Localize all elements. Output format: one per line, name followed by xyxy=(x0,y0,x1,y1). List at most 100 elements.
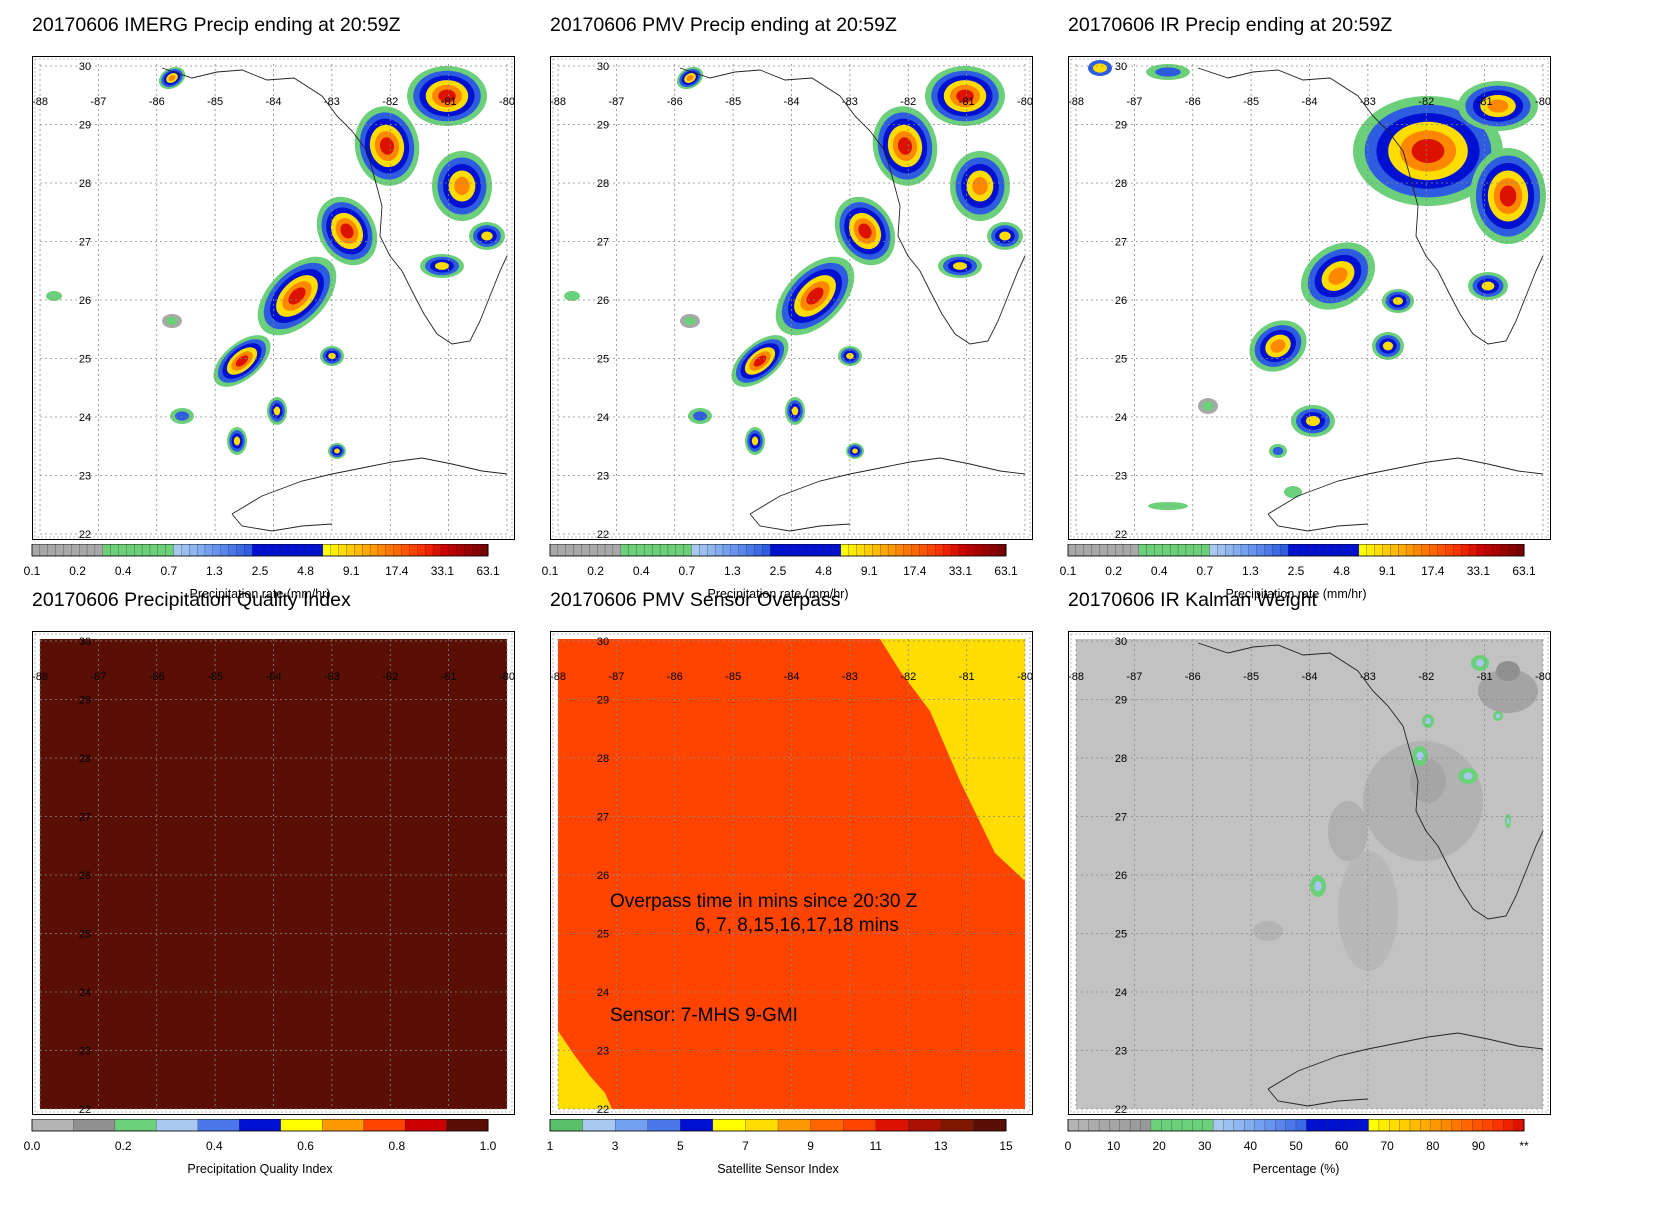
colorbar-swatch xyxy=(1306,1119,1318,1132)
colorbar-swatch xyxy=(1244,1119,1256,1132)
precip-band xyxy=(1249,320,1307,372)
colorbar-swatch xyxy=(1088,1119,1100,1132)
colorbar-label: 0.1 xyxy=(1059,564,1077,578)
lon-tick-label: -85 xyxy=(207,96,223,108)
colorbar-swatch xyxy=(848,544,858,557)
colorbar-swatch xyxy=(1350,544,1360,557)
colorbar-swatch xyxy=(446,1119,489,1132)
colorbar-swatch xyxy=(236,544,245,557)
precip-cell xyxy=(420,254,464,278)
colorbar-swatch xyxy=(1109,1119,1121,1132)
colorbar-swatch xyxy=(1326,1119,1339,1132)
colorbar-swatch xyxy=(754,544,763,557)
lon-tick-label: -81 xyxy=(441,671,457,683)
colorbar-swatch xyxy=(275,544,285,557)
colorbar-swatch xyxy=(239,1119,282,1132)
lat-tick-label: 26 xyxy=(79,295,91,307)
precip-cell xyxy=(1291,405,1335,437)
colorbar-swatch xyxy=(1513,1119,1525,1132)
colorbar-swatches xyxy=(1067,1119,1525,1132)
colorbar-swatch xyxy=(1515,544,1525,557)
colorbar-swatch xyxy=(966,544,976,557)
colorbar-swatch xyxy=(322,1119,365,1132)
colorbar-swatch xyxy=(557,544,567,557)
precip-cell xyxy=(328,443,346,459)
lon-tick-label: -84 xyxy=(784,96,800,108)
colorbar-swatch xyxy=(1078,1119,1090,1132)
lat-tick-label: 22 xyxy=(597,529,609,540)
colorbar-swatch xyxy=(549,1119,584,1132)
colorbar-swatch xyxy=(1374,544,1384,557)
map-svg: -88 -87 -86 -85 -84 -83 -82 -81 -80 30 29 28 27 26 25 2… xyxy=(550,631,1033,1115)
colorbar-swatch xyxy=(1098,1119,1111,1132)
lon-tick-label: -83 xyxy=(1360,96,1376,108)
colorbar-swatch xyxy=(997,544,1007,557)
colorbar-swatch xyxy=(919,544,928,557)
colorbar-label: 63.1 xyxy=(476,564,500,578)
lat-tick-label: 27 xyxy=(1115,812,1127,824)
coastline xyxy=(679,67,1026,532)
lat-tick-label: 25 xyxy=(79,929,91,941)
colorbar-swatch xyxy=(354,544,363,557)
colorbar-swatch xyxy=(1453,544,1462,557)
precip-cell xyxy=(162,314,182,328)
colorbar-swatch xyxy=(472,544,481,557)
colorbar-swatch xyxy=(1067,1119,1079,1132)
colorbar-swatch xyxy=(299,544,308,557)
colorbar-swatch xyxy=(581,544,590,557)
colorbar-swatch xyxy=(173,544,182,557)
colorbar-swatch xyxy=(1146,544,1156,557)
map-panel: 20170606 PMV Sensor Overpass -88 -87 -86 -85… xyxy=(547,589,1067,1189)
colorbar-label: 4.8 xyxy=(297,564,314,578)
lon-tick-label: -80 xyxy=(499,671,515,683)
colorbar-label: 5 xyxy=(676,1139,684,1153)
lat-tick-label: 29 xyxy=(597,120,609,132)
lat-tick-label: 23 xyxy=(79,471,91,483)
colorbar-swatch xyxy=(1201,544,1211,557)
colorbar-swatch xyxy=(369,544,379,557)
colorbar-swatch xyxy=(1272,544,1281,557)
lon-tick-label: -81 xyxy=(959,96,975,108)
colorbar-swatch xyxy=(1177,544,1187,557)
colorbar-swatch xyxy=(212,544,222,557)
precip-band xyxy=(1300,242,1376,310)
colorbar-swatch xyxy=(738,544,748,557)
precip-cell xyxy=(745,427,765,455)
lat-tick-label: 27 xyxy=(79,812,91,824)
colorbar-swatch xyxy=(809,544,818,557)
colorbar-label: 15 xyxy=(999,1139,1013,1153)
colorbar-swatch xyxy=(1264,544,1273,557)
colorbar-swatch xyxy=(903,544,913,557)
precip-cell xyxy=(688,408,712,424)
lat-tick-label: 28 xyxy=(597,178,609,190)
colorbar-swatch xyxy=(31,1119,75,1132)
colorbar-label: 0.2 xyxy=(69,564,86,578)
colorbar-label: 63.1 xyxy=(1512,564,1536,578)
colorbar-swatch xyxy=(1409,1119,1421,1132)
colorbar-swatch xyxy=(1202,1119,1214,1132)
map-panel: 20170606 Precipitation Quality Index -88-… xyxy=(24,589,549,1189)
lat-tick-label: 23 xyxy=(597,471,609,483)
precip-cell xyxy=(846,443,864,459)
lon-tick-label: -88 xyxy=(550,671,566,683)
lon-tick-label: -84 xyxy=(1302,671,1318,683)
colorbar-swatch xyxy=(196,544,206,557)
colorbar-swatch xyxy=(1482,1119,1494,1132)
lon-tick-label: -87 xyxy=(608,96,624,108)
lat-tick-label: 26 xyxy=(79,870,91,882)
colorbar-swatch xyxy=(777,1119,812,1132)
colorbar-swatch xyxy=(832,544,842,557)
colorbar-label: 0.1 xyxy=(541,564,559,578)
colorbar-swatch xyxy=(291,544,300,557)
colorbar-swatch xyxy=(141,544,151,557)
colorbar-swatch xyxy=(189,544,198,557)
colorbar-label: 1.0 xyxy=(479,1139,497,1153)
colorbar-swatch xyxy=(950,544,960,557)
grid: -88 -87 -86 -85 -84 -83 -82 -81 -80 30 29 28 27 26 25 2… xyxy=(550,636,1033,1115)
coastline xyxy=(1197,67,1544,532)
colorbar-swatch xyxy=(614,1119,649,1132)
colorbar-label: 9.1 xyxy=(342,564,360,578)
colorbar-swatch xyxy=(1248,544,1258,557)
precip-band xyxy=(316,196,378,266)
map-panel: 20170606 PMV Precip ending at 20:59Z -88-… xyxy=(542,14,1067,614)
